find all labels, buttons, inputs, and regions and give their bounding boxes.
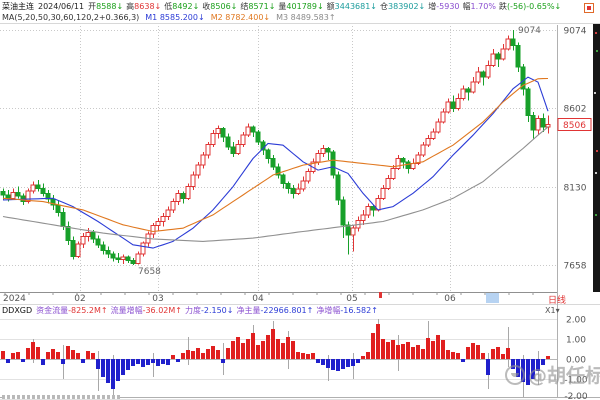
quote-date: 2024/06/11 [38, 2, 85, 11]
instrument-title: 菜油主连 [2, 2, 34, 11]
ma-value: M2 8782.400↓ [210, 13, 271, 22]
strip-speck [595, 32, 597, 34]
last-price-badge: 8506 [557, 117, 592, 131]
month-gridlines: 2024 02 03 04 05 06 [3, 26, 456, 304]
window-icon[interactable] [584, 3, 594, 13]
quote-field: 幅1.70% [462, 2, 496, 11]
panel-borders [0, 25, 600, 398]
ma-line-M1 [2, 76, 549, 249]
ma-lines [2, 76, 549, 249]
watermark-logo-icon [505, 364, 525, 385]
quote-field: 流量增幅-36.02M↑ [110, 306, 182, 315]
watermark: @胡任标 [505, 361, 600, 388]
status-text-strip [2, 395, 120, 399]
strip-speck [594, 92, 596, 94]
watermark-text: @胡任标 [528, 365, 600, 387]
zoom-control[interactable]: X1▾ [545, 306, 560, 315]
quote-field: 高8638↓ [126, 2, 162, 11]
svg-text:0.00: 0.00 [566, 356, 586, 366]
ma-line-M3 [2, 126, 549, 242]
svg-text:-1.00: -1.00 [564, 376, 588, 386]
quote-field: 跌(-56)-0.65%↓ [498, 2, 562, 11]
ma-value: M1 8585.200↓ [145, 13, 205, 22]
quote-field: 仓383902↓ [380, 2, 426, 11]
event-marker-icon [379, 292, 382, 298]
svg-text:8602: 8602 [564, 105, 587, 115]
svg-text:7658: 7658 [138, 267, 161, 277]
quote-field: 量401789↓ [278, 2, 324, 11]
ma-row: MA(5,20,50,30,60,120,2+0.366,3) M1 8585.2… [2, 12, 600, 23]
ma-params: MA(5,20,50,30,60,120,2+0.366,3) [2, 13, 140, 22]
axis-scroll-thumb[interactable] [486, 293, 499, 303]
strip-speck [595, 172, 597, 174]
svg-text:1.00: 1.00 [566, 336, 586, 346]
svg-text:2024: 2024 [3, 294, 26, 304]
indicator-name[interactable]: DDXGD [2, 306, 33, 315]
quote-field: 净主量-22966.801↑ [236, 306, 314, 315]
price-gridlines: 9074 8602 8130 7658 [0, 27, 587, 272]
ddx-header: DDXGD 资金流量-825.2M↑ 流量增幅-36.02M↑ 力度-2.150↓ 净主… [2, 305, 381, 317]
quote-field: 资金流量-825.2M↑ [36, 306, 108, 315]
period-label[interactable]: 日线 [548, 296, 567, 306]
price-annotations: 9074 7658 [138, 26, 541, 277]
quote-field: 低8492↓ [164, 2, 200, 11]
quote-field: 增-5930 [428, 2, 460, 11]
ddx-fields: 资金流量-825.2M↑ 流量增幅-36.02M↑ 力度-2.150↓ 净主量-229… [36, 306, 381, 315]
ma-value: M3 8489.583↑ [276, 13, 336, 22]
svg-text:9074: 9074 [564, 27, 587, 37]
strip-speck [596, 150, 598, 152]
quote-field: 额3443681↓ [326, 2, 378, 11]
quote-field: 收8506↓ [202, 2, 238, 11]
quote-field: 开8588↓ [88, 2, 124, 11]
quote-fields: 开8588↓ 高8638↓ 低8492↓ 收8506↓ 结8571↓ 量401789↓ 额3… [88, 2, 564, 11]
svg-text:02: 02 [74, 294, 85, 304]
svg-text:06: 06 [444, 294, 456, 304]
side-strip [593, 0, 600, 292]
svg-text:05: 05 [346, 294, 357, 304]
quote-row: 菜油主连 2024/06/11 开8588↓ 高8638↓ 低8492↓ 收8506↓ 结8… [2, 1, 600, 12]
svg-text:8506: 8506 [563, 121, 586, 131]
sub-bars [1, 324, 550, 389]
strip-speck [596, 50, 598, 52]
quote-field: 力度-2.150↓ [184, 306, 234, 315]
quote-field: 结8571↓ [240, 2, 276, 11]
svg-text:7658: 7658 [564, 262, 587, 272]
quote-header: 菜油主连 2024/06/11 开8588↓ 高8638↓ 低8492↓ 收8506↓ 结8… [0, 0, 600, 24]
svg-text:04: 04 [252, 294, 264, 304]
quote-field: 净增幅-16.582↑ [316, 306, 378, 315]
ma-line-M2 [2, 77, 549, 233]
strip-speck [595, 214, 597, 216]
svg-text:-2.00: -2.00 [564, 392, 588, 400]
window-icon-dot [587, 6, 591, 10]
svg-text:03: 03 [152, 294, 163, 304]
svg-text:9074: 9074 [518, 26, 541, 36]
svg-text:2.00: 2.00 [566, 316, 586, 326]
svg-text:8130: 8130 [564, 184, 587, 194]
ma-values: M1 8585.200↓ M2 8782.400↓ M3 8489.583↑ [145, 13, 341, 22]
